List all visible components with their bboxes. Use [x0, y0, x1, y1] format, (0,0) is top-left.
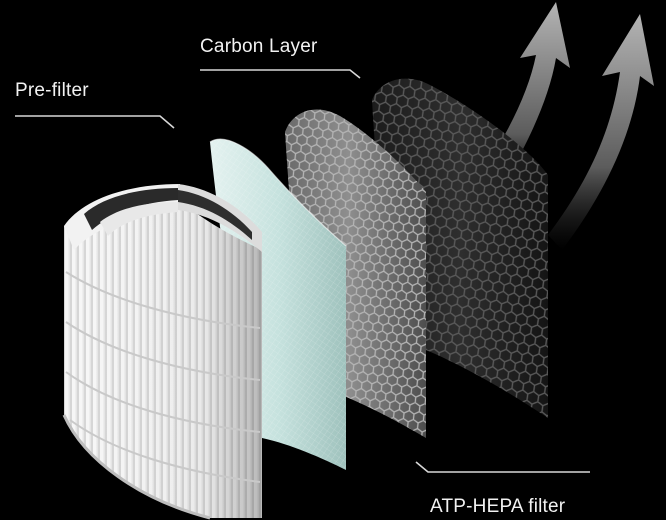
- carbon-layer-label: Carbon Layer: [200, 36, 318, 57]
- callout-leader-lines: [15, 69, 590, 473]
- carbon-layer-leader-line: [200, 69, 361, 79]
- curved-up-arrow-icon: [548, 14, 654, 250]
- pre-filter-label: Pre-filter: [15, 80, 89, 101]
- pre-filter-leader-line: [15, 115, 175, 129]
- hepa-filter-label: ATP-HEPA filter: [430, 496, 566, 517]
- hepa-cylinder-filter: [62, 184, 262, 520]
- hepa-leader-line: [415, 461, 590, 473]
